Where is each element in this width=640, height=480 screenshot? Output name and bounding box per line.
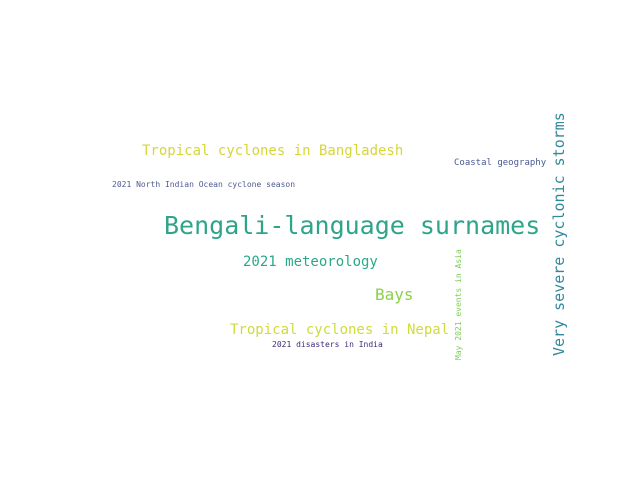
word-2021-meteorology: 2021 meteorology xyxy=(243,254,378,270)
word-tropical-cyclones-nepal: Tropical cyclones in Nepal xyxy=(230,322,450,338)
word-2021-disasters-in-india: 2021 disasters in India xyxy=(272,340,383,349)
word-coastal-geography: Coastal geography xyxy=(454,158,547,168)
word-2021-north-indian-ocean-cyclone-season: 2021 North Indian Ocean cyclone season xyxy=(112,180,296,189)
word-very-severe-cyclonic-storms: Very severe cyclonic storms xyxy=(550,112,568,356)
word-may-2021-events-in-asia: May 2021 events in Asia xyxy=(454,249,463,360)
word-bengali-language-surnames: Bengali-language surnames xyxy=(164,211,541,240)
word-bays: Bays xyxy=(375,285,414,304)
word-tropical-cyclones-bangladesh: Tropical cyclones in Bangladesh xyxy=(142,143,404,159)
